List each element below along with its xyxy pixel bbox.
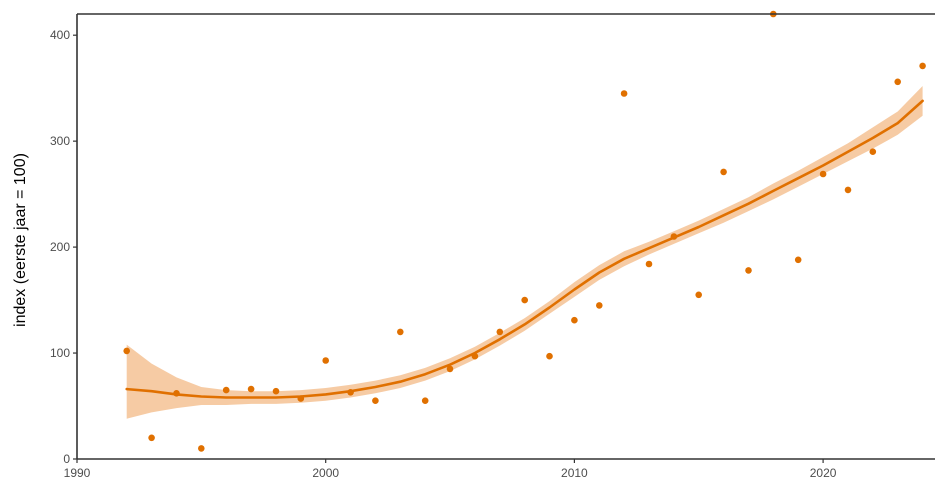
data-point: [521, 296, 528, 304]
data-point: [496, 328, 504, 336]
data-point: [123, 347, 130, 355]
data-point: [695, 291, 702, 299]
data-point: [446, 365, 454, 373]
data-point: [819, 170, 827, 178]
x-tick-label: 2010: [561, 466, 588, 480]
data-point: [421, 397, 429, 405]
data-point: [571, 316, 578, 324]
data-point: [322, 357, 330, 364]
data-point: [222, 386, 230, 394]
data-point: [148, 434, 155, 442]
trend-line: [125, 99, 924, 399]
y-axis-ticks: 0 100 200 300 400: [50, 28, 77, 466]
x-axis-ticks: 1990 2000 2010 2020: [64, 459, 837, 480]
data-point: [720, 168, 727, 176]
axes: [76, 13, 935, 460]
y-tick-label: 400: [50, 28, 70, 42]
x-tick-label: 2020: [810, 466, 837, 480]
data-point: [297, 395, 305, 402]
data-point: [397, 328, 404, 336]
data-point: [794, 256, 802, 264]
data-point: [372, 397, 379, 405]
data-point: [347, 389, 354, 396]
data-point: [198, 445, 205, 452]
data-point: [919, 62, 926, 70]
data-point: [745, 267, 752, 274]
data-point: [596, 302, 603, 309]
data-point: [844, 186, 852, 194]
x-tick-label: 1990: [64, 466, 91, 480]
data-point: [173, 390, 180, 397]
data-point: [247, 385, 255, 393]
y-tick-label: 200: [50, 240, 70, 254]
y-tick-label: 300: [50, 134, 70, 148]
y-axis-title: index (eerste jaar = 100): [12, 153, 29, 327]
data-point: [272, 387, 280, 395]
data-point: [620, 90, 628, 97]
y-tick-label: 0: [63, 452, 70, 466]
confidence-band-layer: [126, 86, 923, 419]
data-points-layer: [123, 10, 926, 452]
y-tick-label: 100: [50, 346, 70, 360]
data-point: [894, 78, 901, 86]
x-tick-label: 2000: [312, 466, 339, 480]
data-point: [869, 148, 877, 155]
data-point: [645, 260, 653, 268]
trend-line-layer: [125, 99, 924, 399]
data-point: [546, 352, 553, 360]
confidence-band: [126, 86, 923, 419]
data-point: [670, 233, 678, 240]
data-point: [471, 352, 479, 360]
